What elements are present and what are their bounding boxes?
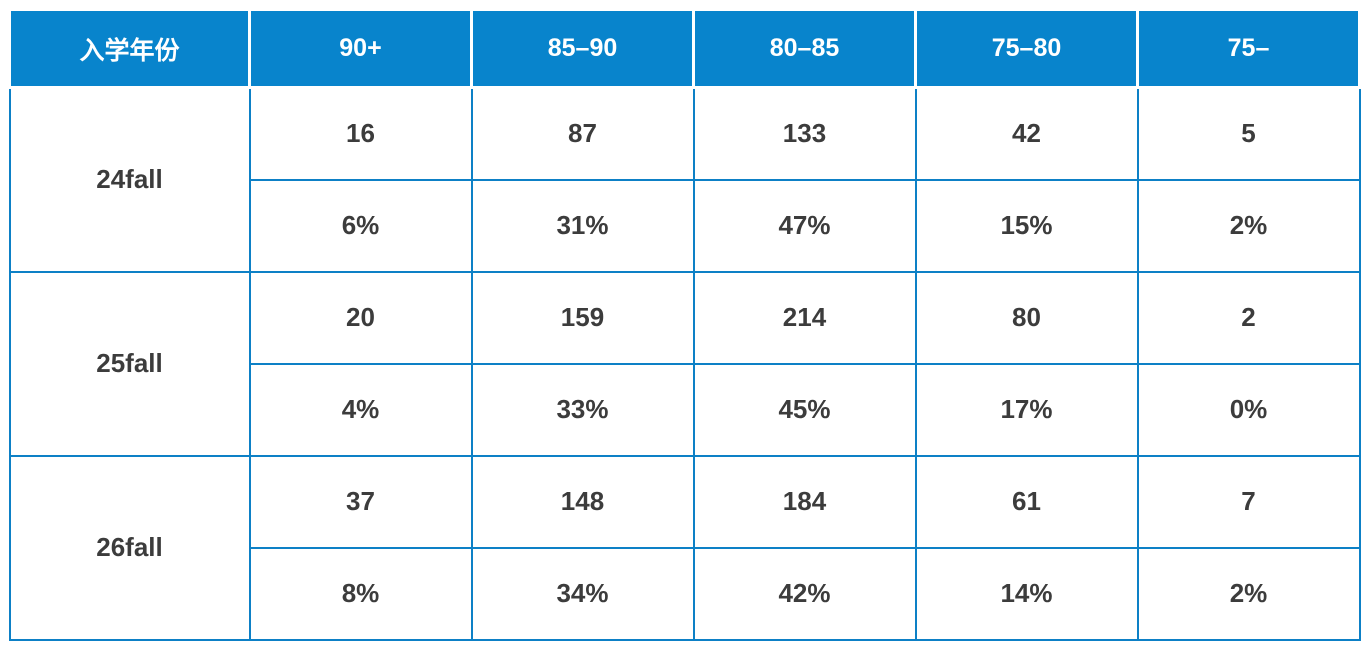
table-header: 入学年份 90+ 85–90 80–85 75–80 75– xyxy=(8,8,1361,89)
percent-cell: 34% xyxy=(470,546,695,642)
percent-cell: 45% xyxy=(692,362,917,457)
percent-cell: 33% xyxy=(470,362,695,457)
table-row-24fall-counts: 24fall 16 87 133 42 5 xyxy=(8,86,1361,273)
year-cell-25fall: 25fall xyxy=(8,270,251,457)
header-cell-enrollment-year: 入学年份 xyxy=(8,8,251,89)
year-cell-26fall: 26fall xyxy=(8,454,251,642)
count-cell: 184 xyxy=(692,454,917,549)
percent-cell: 17% xyxy=(914,362,1139,457)
percent-cell: 2% xyxy=(1136,178,1361,273)
table-row-24fall-percents: 6% 31% 47% 15% 2% xyxy=(10,178,1361,273)
percent-cell: 31% xyxy=(470,178,695,273)
count-cell: 42 xyxy=(914,86,1139,181)
count-cell: 2 xyxy=(1136,270,1361,365)
header-cell-85-90: 85–90 xyxy=(470,8,695,89)
count-cell: 20 xyxy=(248,270,473,365)
count-cell: 133 xyxy=(692,86,917,181)
percent-cell: 47% xyxy=(692,178,917,273)
table-row-26fall-counts: 26fall 37 148 184 61 7 xyxy=(8,454,1361,642)
header-row: 入学年份 90+ 85–90 80–85 75–80 75– xyxy=(8,8,1361,89)
table-body: 24fall 16 87 133 42 5 6% 31% 47% 15% 2% … xyxy=(8,86,1361,642)
percent-cell: 15% xyxy=(914,178,1139,273)
count-cell: 16 xyxy=(248,86,473,181)
header-cell-75-minus: 75– xyxy=(1136,8,1361,89)
header-cell-90plus: 90+ xyxy=(248,8,473,89)
percent-cell: 8% xyxy=(248,546,473,642)
table-row-25fall-percents: 4% 33% 45% 17% 0% xyxy=(10,362,1361,457)
count-cell: 37 xyxy=(248,454,473,549)
count-cell: 214 xyxy=(692,270,917,365)
count-cell: 7 xyxy=(1136,454,1361,549)
count-cell: 159 xyxy=(470,270,695,365)
header-cell-80-85: 80–85 xyxy=(692,8,917,89)
percent-cell: 6% xyxy=(248,178,473,273)
percent-cell: 4% xyxy=(248,362,473,457)
percent-cell: 14% xyxy=(914,546,1139,642)
count-cell: 148 xyxy=(470,454,695,549)
count-cell: 80 xyxy=(914,270,1139,365)
score-distribution-table: 入学年份 90+ 85–90 80–85 75–80 75– 24fall 16… xyxy=(8,8,1361,642)
table-row-26fall-percents: 8% 34% 42% 14% 2% xyxy=(10,546,1361,642)
year-cell-24fall: 24fall xyxy=(8,86,251,273)
count-cell: 5 xyxy=(1136,86,1361,181)
percent-cell: 42% xyxy=(692,546,917,642)
table-row-25fall-counts: 25fall 20 159 214 80 2 xyxy=(8,270,1361,457)
count-cell: 61 xyxy=(914,454,1139,549)
percent-cell: 0% xyxy=(1136,362,1361,457)
header-cell-75-80: 75–80 xyxy=(914,8,1139,89)
count-cell: 87 xyxy=(470,86,695,181)
percent-cell: 2% xyxy=(1136,546,1361,642)
